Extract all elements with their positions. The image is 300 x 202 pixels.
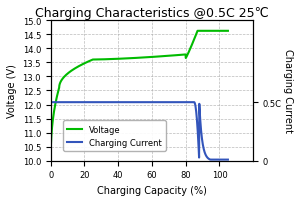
Line: Charging Current: Charging Current	[51, 103, 228, 160]
Charging Current	[157, 101, 160, 104]
Y-axis label: Charging Current: Charging Current	[283, 49, 293, 133]
Voltage	[49, 160, 52, 162]
Charging Current	[60, 101, 63, 104]
Voltage	[162, 56, 165, 58]
Voltage	[152, 56, 155, 59]
Voltage	[226, 31, 230, 33]
Voltage	[196, 31, 200, 33]
Voltage	[202, 31, 205, 33]
Charging Current	[183, 101, 187, 104]
X-axis label: Charging Capacity (%): Charging Capacity (%)	[97, 185, 207, 195]
Charging Current	[49, 101, 52, 104]
Legend: Voltage, Charging Current: Voltage, Charging Current	[63, 121, 166, 151]
Voltage	[183, 54, 187, 56]
Charging Current	[226, 159, 230, 161]
Voltage	[157, 56, 160, 58]
Line: Voltage: Voltage	[51, 32, 228, 161]
Y-axis label: Voltage (V): Voltage (V)	[7, 64, 17, 118]
Charging Current	[162, 101, 165, 104]
Title: Charging Characteristics @0.5C 25℃: Charging Characteristics @0.5C 25℃	[35, 7, 269, 20]
Charging Current	[202, 146, 205, 148]
Charging Current	[208, 159, 212, 161]
Voltage	[60, 79, 63, 82]
Charging Current	[152, 101, 155, 104]
